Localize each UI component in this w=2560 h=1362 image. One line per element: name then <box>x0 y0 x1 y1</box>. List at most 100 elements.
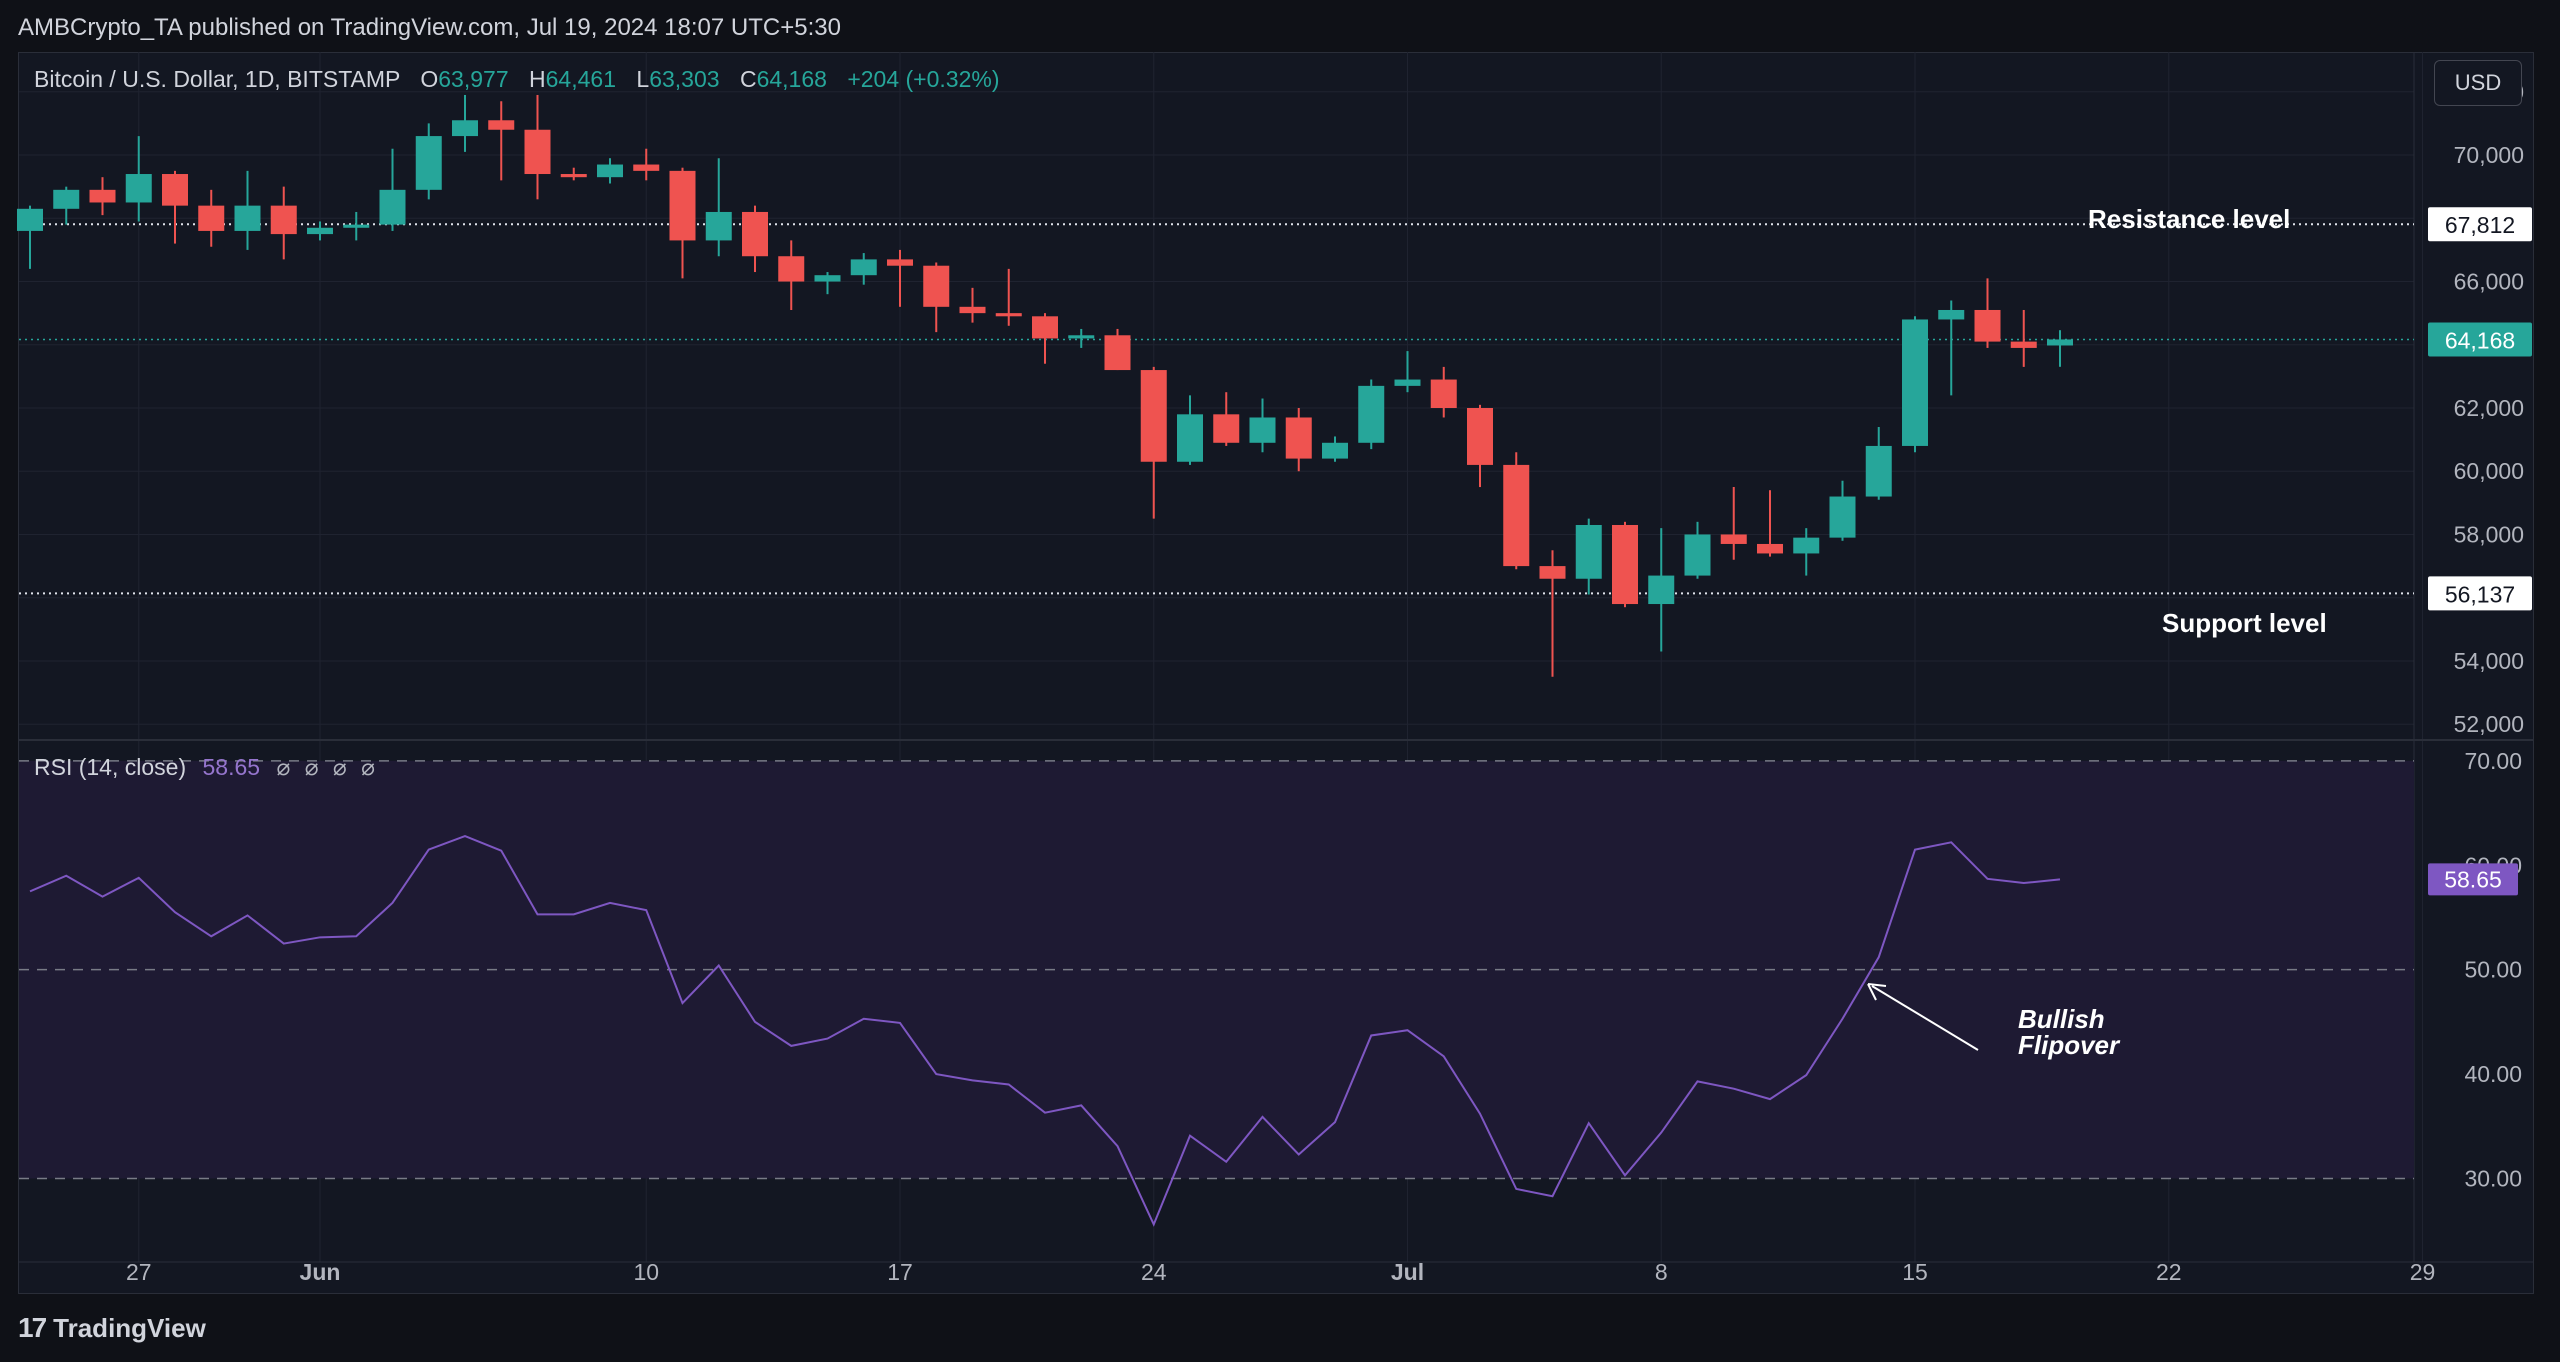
candle-body <box>1394 379 1421 386</box>
candle-body <box>1684 534 1711 576</box>
candle <box>1575 518 1602 595</box>
candle-body <box>1140 370 1167 462</box>
candle <box>887 249 913 307</box>
current-price-tag: 64,168 <box>2428 322 2532 357</box>
support-annotation: Support level <box>2162 608 2327 638</box>
candle <box>778 240 805 310</box>
candle <box>560 167 587 181</box>
price-tick-label: 70,000 <box>2454 142 2524 168</box>
resistance-price-tag: 67,812 <box>2428 207 2532 242</box>
time-tick-label: 29 <box>2410 1259 2436 1285</box>
candle-body <box>1938 309 1965 320</box>
candle <box>1757 490 1783 557</box>
candle-body <box>1032 316 1058 339</box>
time-tick-label: 17 <box>887 1259 913 1285</box>
close-label: C <box>739 66 757 92</box>
candle-body <box>560 174 587 178</box>
candle-body <box>2047 339 2073 346</box>
candle-body <box>524 129 551 175</box>
rsi-legend: RSI (14, close) 58.65 ⌀ ⌀ ⌀ ⌀ <box>34 754 379 781</box>
candle <box>1720 487 1747 560</box>
open-value: 63,977 <box>438 66 509 92</box>
price-tick-label: 66,000 <box>2454 269 2524 295</box>
flipover-text-line: Bullish <box>2018 1004 2105 1034</box>
candle <box>524 94 551 200</box>
candle <box>379 148 406 231</box>
candle-body <box>1213 414 1240 443</box>
grid-lines <box>19 52 2423 1262</box>
tradingview-footer[interactable]: 17 TradingView <box>18 1312 206 1344</box>
candle <box>1467 404 1493 488</box>
rsi-value-tag-box <box>2428 863 2518 896</box>
price-tick-label: 58,000 <box>2454 521 2524 547</box>
candle-body <box>488 120 515 130</box>
candle-body <box>2010 341 2037 348</box>
candle <box>1068 328 1095 348</box>
price-tick-label: 54,000 <box>2454 648 2524 674</box>
price-axis: 52,00054,00056,00058,00060,00062,00064,0… <box>2454 79 2524 737</box>
candle <box>742 205 768 273</box>
candle <box>850 253 877 285</box>
price-tick-label: 62,000 <box>2454 395 2524 421</box>
time-tick-label: 15 <box>1902 1259 1928 1285</box>
candle-body <box>923 265 950 307</box>
candle <box>1140 366 1167 519</box>
time-tick-label: Jul <box>1391 1259 1424 1285</box>
candle <box>814 272 841 295</box>
candle-body <box>1974 309 2001 342</box>
candle-body <box>234 205 261 231</box>
open-label: O <box>420 66 439 92</box>
flipover-arrowhead <box>1867 983 1887 1001</box>
rsi-value: 58.65 <box>202 754 261 780</box>
candle <box>1249 398 1276 453</box>
candle <box>1104 328 1131 371</box>
time-axis: 27 Jun 10 17 24 Jul 8 15 22 29 <box>126 1259 2435 1285</box>
candle-body <box>343 224 370 228</box>
candle <box>307 221 333 241</box>
candle <box>1177 395 1203 465</box>
candle-body <box>1829 496 1856 538</box>
time-tick-label: 27 <box>126 1259 152 1285</box>
resistance-price-tag-text: 67,812 <box>2445 212 2515 238</box>
candle-body <box>125 174 152 203</box>
candle-body <box>669 170 696 241</box>
candle-body <box>270 205 297 235</box>
rsi-tick-label: 40.00 <box>2464 1061 2522 1087</box>
candle-body <box>1539 566 1566 579</box>
resistance-price-tag-box <box>2428 207 2532 242</box>
candle-body <box>452 120 478 137</box>
candle-body <box>742 211 768 257</box>
candle-body <box>198 205 225 231</box>
candle-body <box>1177 414 1203 462</box>
candles <box>17 94 2073 677</box>
candle-body <box>1285 417 1312 459</box>
candle-body <box>1430 379 1457 408</box>
rsi-value-tag-text: 58.65 <box>2444 866 2502 892</box>
rsi-indicator-icons[interactable]: ⌀ ⌀ ⌀ ⌀ <box>276 754 380 780</box>
candle <box>995 268 1022 326</box>
candle-body <box>89 189 116 203</box>
candle <box>959 287 986 323</box>
high-label: H <box>529 66 546 92</box>
rsi-tick-label: 50.00 <box>2464 957 2522 983</box>
candle <box>162 170 188 244</box>
candle-body <box>1902 319 1928 446</box>
candle <box>1648 528 1675 652</box>
candle-body <box>307 227 333 235</box>
candle-body <box>995 313 1022 317</box>
close-value: 64,168 <box>756 66 827 92</box>
support-price-tag: 56,137 <box>2428 576 2532 611</box>
candle <box>1902 316 1928 453</box>
candle-body <box>1648 575 1675 605</box>
candle-body <box>1757 543 1783 554</box>
high-value: 64,461 <box>545 66 616 92</box>
low-value: 63,303 <box>649 66 720 92</box>
candle-body <box>1575 524 1602 579</box>
rsi-line <box>29 834 2061 1227</box>
candle <box>1322 436 1348 462</box>
candle <box>488 101 515 181</box>
candle <box>1974 278 2001 348</box>
currency-button[interactable]: USD <box>2434 60 2522 106</box>
candle-body <box>379 189 406 225</box>
